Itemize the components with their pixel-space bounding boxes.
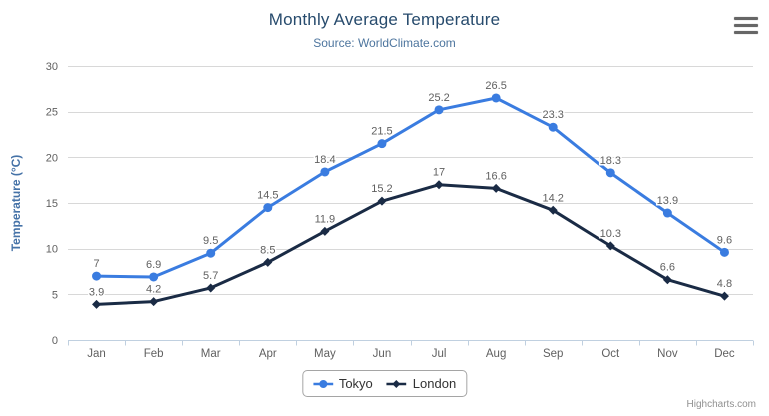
tokyo-point-marker[interactable] xyxy=(92,271,102,281)
x-axis-tick-label: Aug xyxy=(486,348,506,360)
x-axis-tick-label: Oct xyxy=(601,348,620,360)
x-axis-tick-label: Apr xyxy=(259,348,277,360)
london-point-marker[interactable] xyxy=(491,183,501,193)
x-axis-tick-label: Jun xyxy=(373,348,392,360)
x-axis-tick-label: Jul xyxy=(432,348,447,360)
y-axis-tick-label: 20 xyxy=(46,152,58,164)
tokyo-data-label: 13.9 xyxy=(657,195,678,207)
london-data-label: 16.6 xyxy=(485,170,506,182)
london-data-label: 8.5 xyxy=(260,244,275,256)
tokyo-data-label: 21.5 xyxy=(371,126,392,138)
tokyo-data-label: 18.4 xyxy=(314,154,335,166)
hamburger-icon xyxy=(734,31,758,34)
legend-label-tokyo: Tokyo xyxy=(338,376,373,391)
x-axis-tick-label: Dec xyxy=(714,348,735,360)
london-point-marker[interactable] xyxy=(206,283,216,293)
tokyo-point-marker[interactable] xyxy=(491,93,501,103)
london-point-marker[interactable] xyxy=(320,226,330,236)
london-point-marker[interactable] xyxy=(605,241,615,251)
x-axis-tick-label: Sep xyxy=(543,348,563,360)
y-axis-tick-label: 30 xyxy=(46,61,58,73)
y-axis-title: Temperature (°C) xyxy=(9,155,23,252)
london-data-label: 4.8 xyxy=(717,278,732,290)
tokyo-point-marker[interactable] xyxy=(548,122,558,132)
london-data-label: 14.2 xyxy=(542,192,563,204)
tokyo-data-label: 18.3 xyxy=(600,155,621,167)
legend-label-london: London xyxy=(412,376,457,391)
x-axis-tick-label: Mar xyxy=(201,348,221,360)
london-data-label: 3.9 xyxy=(89,286,104,298)
london-point-marker[interactable] xyxy=(263,257,273,267)
tokyo-point-marker[interactable] xyxy=(377,139,387,149)
london-point-marker[interactable] xyxy=(149,297,159,307)
x-axis-tick-label: Nov xyxy=(657,348,678,360)
tokyo-point-marker[interactable] xyxy=(434,105,444,115)
tokyo-series-line[interactable] xyxy=(95,96,726,279)
london-point-marker[interactable] xyxy=(434,180,444,190)
credits-link[interactable]: Highcharts.com xyxy=(686,399,756,410)
tokyo-data-label: 23.3 xyxy=(542,109,563,121)
hamburger-icon xyxy=(734,24,758,27)
y-axis-tick-label: 0 xyxy=(52,335,58,347)
london-data-label: 11.9 xyxy=(315,213,336,225)
legend-box: Tokyo London xyxy=(301,370,468,397)
tokyo-point-marker[interactable] xyxy=(263,203,273,213)
hamburger-icon xyxy=(734,17,758,20)
legend-item-tokyo[interactable]: Tokyo xyxy=(312,376,373,391)
tokyo-point-marker[interactable] xyxy=(149,272,159,282)
london-point-marker[interactable] xyxy=(719,291,729,301)
tokyo-point-marker[interactable] xyxy=(320,167,330,177)
chart-subtitle: Source: WorldClimate.com xyxy=(313,36,456,50)
legend-item-london[interactable]: London xyxy=(386,376,457,391)
london-data-label: 5.7 xyxy=(203,270,218,282)
tokyo-legend-marker-icon xyxy=(312,379,333,388)
tokyo-data-label: 26.5 xyxy=(485,80,506,92)
london-point-marker[interactable] xyxy=(377,196,387,206)
tokyo-data-label: 9.6 xyxy=(717,234,732,246)
y-axis-tick-label: 15 xyxy=(46,198,58,210)
london-series-line[interactable] xyxy=(95,183,726,306)
y-axis-tick-label: 5 xyxy=(52,289,58,301)
london-data-label: 10.3 xyxy=(600,228,621,240)
london-point-marker[interactable] xyxy=(548,205,558,215)
tokyo-data-label: 6.9 xyxy=(146,259,161,271)
tokyo-data-label: 25.2 xyxy=(428,92,449,104)
tokyo-data-label: 14.5 xyxy=(257,190,278,202)
x-axis-tick-label: Feb xyxy=(144,348,164,360)
chart-title: Monthly Average Temperature xyxy=(268,10,501,29)
london-data-label: 15.2 xyxy=(371,183,392,195)
london-data-label: 17 xyxy=(433,167,445,179)
london-point-marker[interactable] xyxy=(662,275,672,285)
tokyo-data-label: 9.5 xyxy=(203,235,218,247)
x-axis-tick-label: Jan xyxy=(87,348,106,360)
tokyo-data-label: 7 xyxy=(93,258,99,270)
y-axis-tick-label: 25 xyxy=(46,107,58,119)
london-data-label: 4.2 xyxy=(146,284,161,296)
london-point-marker[interactable] xyxy=(92,299,102,309)
export-menu-button[interactable] xyxy=(734,17,758,34)
tokyo-point-marker[interactable] xyxy=(605,168,615,178)
x-axis-tick-label: May xyxy=(314,348,336,360)
london-legend-marker-icon xyxy=(386,379,407,388)
london-data-label: 6.6 xyxy=(660,262,675,274)
tokyo-point-marker[interactable] xyxy=(206,248,216,258)
y-axis-tick-label: 10 xyxy=(46,244,58,256)
tokyo-point-marker[interactable] xyxy=(662,208,672,218)
tokyo-point-marker[interactable] xyxy=(719,247,729,257)
